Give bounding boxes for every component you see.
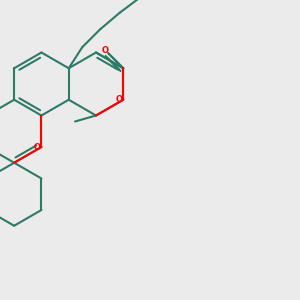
Text: O: O bbox=[115, 95, 122, 104]
Text: O: O bbox=[33, 142, 40, 152]
Text: O: O bbox=[102, 46, 109, 55]
